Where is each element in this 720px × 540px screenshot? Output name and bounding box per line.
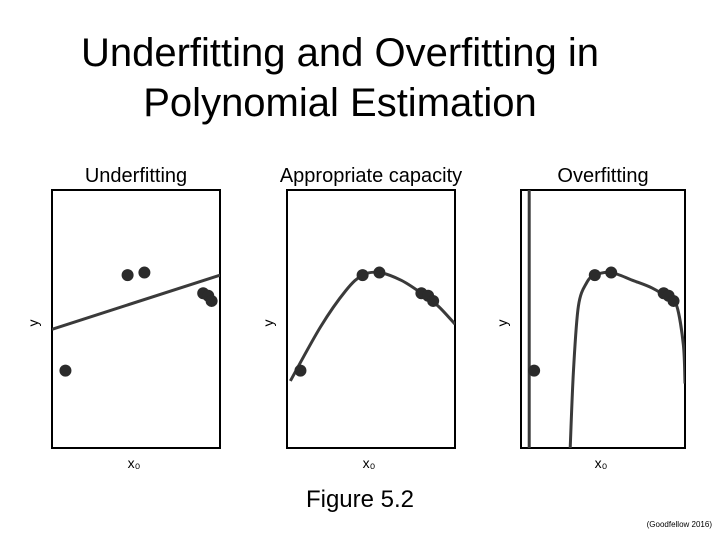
data-point	[427, 294, 440, 307]
x-axis-label: x₀	[595, 455, 608, 471]
y-axis-label: y	[25, 320, 41, 327]
y-axis-label: y	[260, 320, 276, 327]
panel-title: Appropriate capacity	[280, 165, 462, 187]
data-point	[605, 266, 618, 279]
panel-frame	[51, 189, 221, 449]
fit-line	[52, 273, 220, 331]
data-point	[205, 294, 218, 307]
x-axis-label: x₀	[363, 455, 376, 471]
data-point	[373, 266, 386, 279]
panel-frame	[286, 189, 456, 449]
panel-title: Underfitting	[85, 165, 187, 187]
y-axis-label: y	[494, 320, 510, 327]
citation-credit: (Goodfellow 2016)	[646, 520, 712, 529]
data-point	[667, 294, 680, 307]
slide-title-line-2: Polynomial Estimation	[143, 81, 537, 125]
slide-title: Underfitting and Overfitting in Polynomi…	[0, 28, 680, 128]
fit-curve	[289, 270, 455, 382]
panel-title: Overfitting	[557, 165, 648, 187]
figure-caption: Figure 5.2	[305, 486, 415, 513]
x-axis-label: x₀	[128, 455, 141, 471]
data-point	[356, 269, 369, 282]
data-point	[588, 269, 601, 282]
fit-curve	[568, 270, 685, 448]
data-point	[528, 364, 541, 377]
data-point	[294, 364, 307, 377]
data-point	[121, 269, 134, 282]
data-point	[138, 266, 151, 279]
data-point	[59, 364, 72, 377]
slide-title-line-1: Underfitting and Overfitting in	[80, 31, 600, 75]
panel-frame	[520, 189, 686, 449]
